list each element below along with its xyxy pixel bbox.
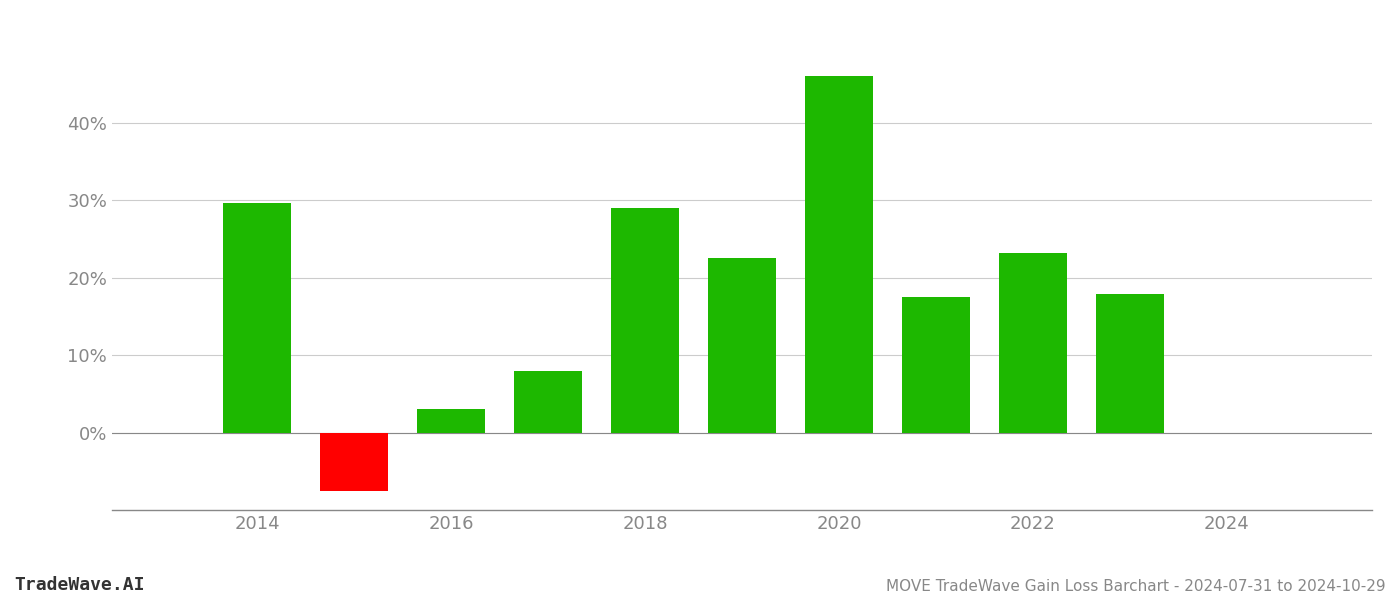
Bar [1096, 294, 1163, 433]
Text: MOVE TradeWave Gain Loss Barchart - 2024-07-31 to 2024-10-29: MOVE TradeWave Gain Loss Barchart - 2024… [886, 579, 1386, 594]
Bar [805, 76, 872, 433]
Bar [998, 253, 1067, 433]
Text: TradeWave.AI: TradeWave.AI [14, 576, 144, 594]
Bar [321, 433, 388, 491]
Bar [708, 259, 776, 433]
Bar [612, 208, 679, 433]
Bar [224, 203, 291, 433]
Bar [417, 409, 486, 433]
Bar [902, 297, 970, 433]
Bar [514, 371, 582, 433]
